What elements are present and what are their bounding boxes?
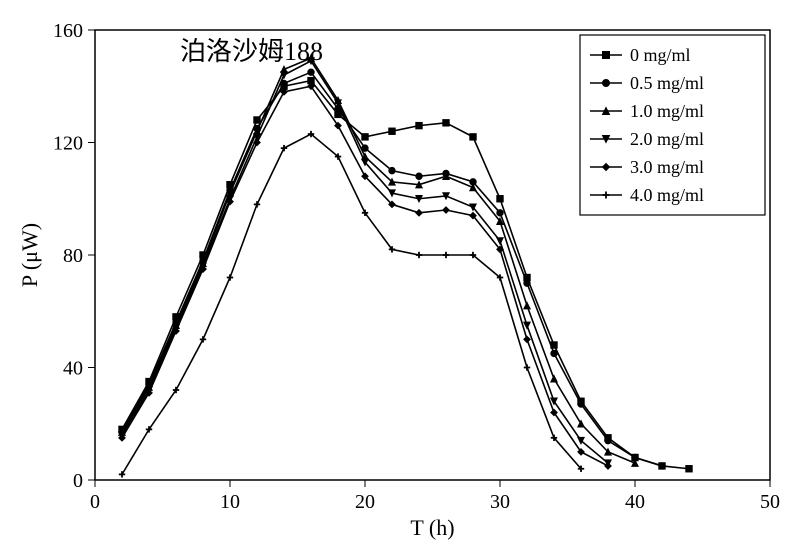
y-tick-label: 80	[63, 245, 83, 267]
x-tick-label: 30	[490, 491, 510, 513]
x-axis-title: T (h)	[410, 515, 454, 540]
y-tick-label: 40	[63, 358, 83, 380]
x-tick-label: 40	[625, 491, 645, 513]
x-tick-label: 50	[760, 491, 780, 513]
legend-label: 0.5 mg/ml	[630, 73, 704, 93]
y-axis-title: P (μW)	[17, 223, 42, 287]
y-tick-label: 120	[53, 133, 83, 155]
y-tick-label: 0	[73, 470, 83, 492]
chart-svg: 0102030405004080120160T (h)P (μW)泊洛沙姆188…	[0, 0, 800, 553]
legend-label: 4.0 mg/ml	[630, 185, 704, 205]
legend-label: 0 mg/ml	[630, 45, 691, 65]
x-tick-label: 20	[355, 491, 375, 513]
legend: 0 mg/ml 0.5 mg/ml 1.0 mg/ml 2.0 mg/ml 3.0 mg…	[580, 35, 765, 215]
x-tick-label: 10	[220, 491, 240, 513]
y-tick-label: 160	[53, 20, 83, 42]
legend-label: 2.0 mg/ml	[630, 129, 704, 149]
x-tick-label: 0	[90, 491, 100, 513]
legend-label: 3.0 mg/ml	[630, 157, 704, 177]
legend-label: 1.0 mg/ml	[630, 101, 704, 121]
chart-container: 0102030405004080120160T (h)P (μW)泊洛沙姆188…	[0, 0, 800, 553]
